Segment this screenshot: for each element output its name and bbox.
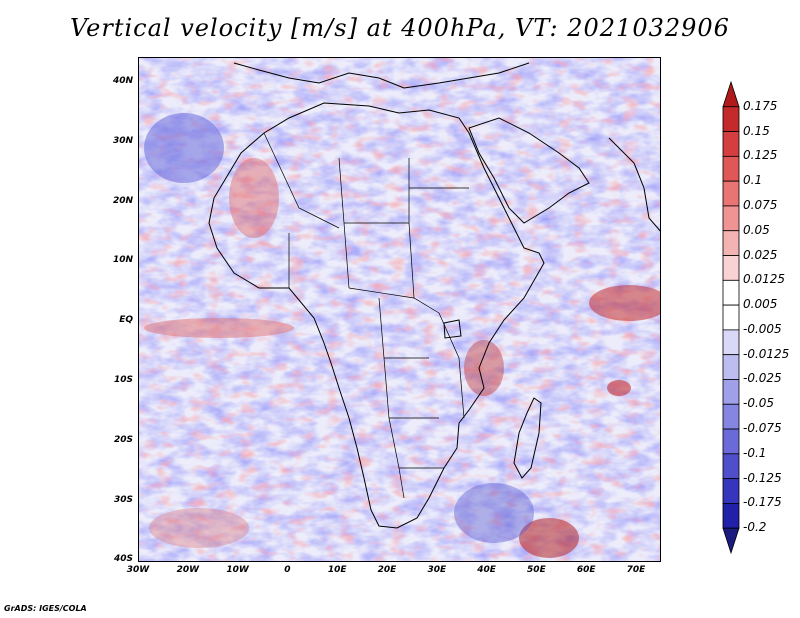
colorbar-level-label: -0.025: [743, 371, 782, 386]
colorbar-swatch: [722, 106, 740, 132]
colorbar-swatch: [722, 354, 740, 380]
lat-tick-label: 10N: [112, 255, 133, 266]
lake-victoria-outline: [443, 319, 462, 339]
colorbar-swatch: [722, 279, 740, 306]
colorbar-swatch: [722, 230, 740, 256]
lon-tick-label: 10W: [226, 565, 249, 575]
colorbar-level-label: 0.125: [743, 148, 778, 163]
indian-ocean-ascent: [589, 285, 660, 321]
colorbar-level-label: -0.05: [743, 396, 775, 411]
colorbar-level-label: 0.005: [743, 297, 778, 312]
colorbar-level-label: 0.05: [743, 222, 770, 237]
colorbar-swatch: [722, 155, 740, 182]
vertical-velocity-field: [139, 58, 660, 561]
west-sahara-ascent: [229, 158, 279, 238]
colorbar-swatch: [722, 255, 740, 281]
colorbar-swatch: [722, 403, 740, 430]
colorbar-swatch: [722, 131, 740, 157]
colorbar-level-label: -0.005: [743, 321, 782, 336]
lat-tick-label: 20N: [112, 195, 133, 206]
lon-tick-label: 70E: [626, 565, 646, 575]
colorbar-swatch: [722, 180, 740, 207]
lon-tick-label: 60E: [576, 565, 596, 575]
lat-tick-label: 30N: [112, 135, 133, 146]
lon-tick-label: 30E: [427, 565, 447, 575]
colorbar-swatch: [722, 478, 740, 504]
map-panel[interactable]: [138, 57, 661, 562]
arabia-coastline: [468, 117, 590, 224]
colorbar-bottom-arrow: [722, 527, 740, 555]
lon-tick-label: 40E: [477, 565, 496, 575]
chart-title: Vertical velocity [m/s] at 400hPa, VT: 2…: [70, 14, 730, 42]
colorbar-level-label: -0.175: [743, 495, 782, 510]
colorbar-swatch: [722, 329, 740, 356]
colorbar-level-label: -0.125: [743, 470, 782, 485]
south-atlantic-band: [149, 508, 249, 548]
lat-tick-label: 30S: [113, 494, 133, 505]
lon-tick-label: 30W: [126, 565, 150, 575]
indian-ocean-ascent-south: [607, 380, 631, 396]
colorbar-level-label: -0.1: [743, 445, 767, 460]
east-africa-ascent: [464, 340, 504, 396]
grads-credit: GrADS: IGES/COLA: [4, 604, 87, 613]
colorbar-level-label: -0.2: [743, 520, 767, 535]
lat-tick-label: 10S: [113, 375, 133, 385]
colorbar-level-label: 0.075: [743, 197, 778, 212]
colorbar-swatch: [722, 453, 740, 480]
political-borders: [263, 132, 469, 499]
itcz-ascent-band: [144, 318, 294, 338]
africa-coastline: [208, 102, 545, 529]
europe-coastline: [233, 62, 530, 89]
colorbar-level-label: -0.0125: [743, 346, 790, 361]
colorbar-swatch: [722, 304, 740, 331]
field-texture: [139, 58, 660, 561]
colorbar-top-arrow: [722, 80, 740, 108]
colorbar-swatch: [722, 379, 740, 405]
north-atlantic-descent: [144, 113, 224, 183]
colorbar-level-label: -0.075: [743, 421, 782, 436]
lat-tick-label: 20S: [113, 434, 133, 445]
colorbar-level-label: 0.15: [743, 123, 770, 138]
india-coastline: [608, 137, 660, 232]
colorbar-swatch: [722, 428, 740, 455]
south-indian-ascent: [519, 518, 579, 558]
lat-tick-label: EQ: [119, 315, 133, 326]
colorbar-level-label: 0.1: [743, 173, 763, 188]
lon-tick-label: 20E: [377, 565, 397, 575]
lat-tick-label: 40N: [112, 76, 133, 86]
madagascar-channel-descent: [454, 483, 534, 543]
colorbar-level-label: 0.025: [743, 247, 778, 262]
colorbar-level-label: 0.175: [743, 98, 778, 113]
colorbar-level-label: 0.0125: [743, 272, 785, 287]
lon-tick-label: 50E: [527, 565, 546, 575]
colorbar-swatch: [722, 205, 740, 232]
lon-tick-label: 10E: [327, 565, 347, 575]
colorbar-swatch: [722, 503, 740, 529]
lat-tick-label: 40S: [113, 554, 133, 565]
lon-tick-label: 20W: [176, 565, 200, 575]
madagascar-coastline: [513, 397, 542, 479]
lon-tick-label: 0: [284, 565, 291, 575]
